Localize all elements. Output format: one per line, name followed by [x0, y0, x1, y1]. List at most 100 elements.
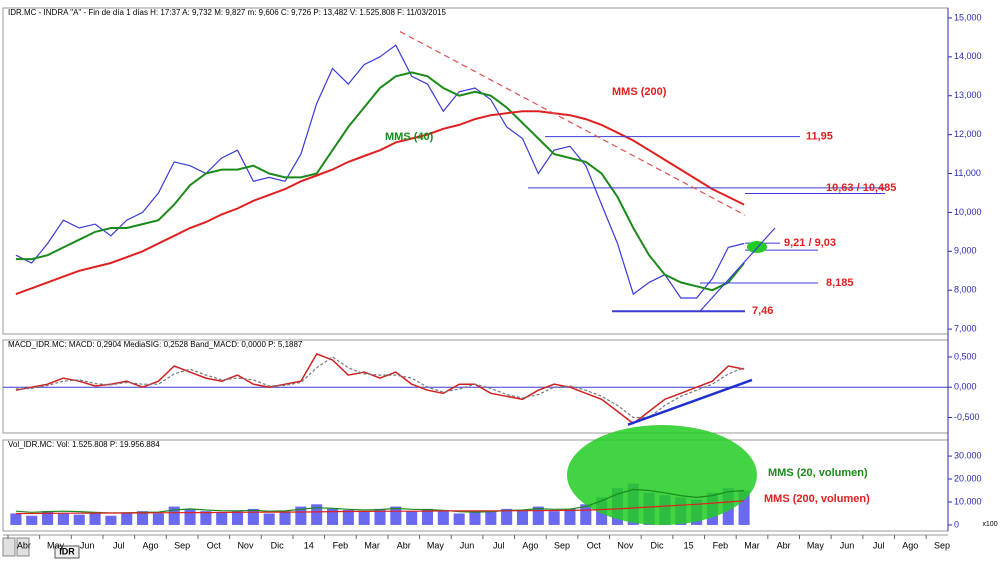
volume-bar — [421, 508, 434, 525]
x-tick-label: Jun — [80, 540, 95, 550]
y-tick-label: -0,500 — [954, 412, 980, 422]
volume-bar — [42, 511, 54, 525]
volume-bar — [564, 508, 576, 525]
volume-bar — [137, 511, 149, 525]
x-tick-label: May — [47, 540, 65, 550]
y-tick-label: 8,000 — [954, 285, 977, 295]
x-tick-label: Nov — [237, 540, 254, 550]
x-tick-label: Feb — [713, 540, 729, 550]
series-label: MMS (40) — [385, 131, 434, 143]
series-label: MMS (200) — [612, 86, 667, 98]
x-tick-label: Jun — [840, 540, 855, 550]
volume-bar — [152, 513, 164, 525]
volume-bar — [326, 508, 339, 525]
volume-bar — [342, 510, 354, 525]
x-tick-label: Dic — [651, 540, 664, 550]
volume-bar — [247, 508, 259, 525]
volume-bar — [26, 515, 38, 525]
volume-bar — [263, 513, 275, 525]
y-tick-label: 12,000 — [954, 129, 982, 139]
symbol-tab-label: IDR — [59, 546, 75, 556]
macd-header: MACD_IDR.MC: MACD: 0,2904 MediaSIG: 0,25… — [8, 340, 303, 349]
series-line — [15, 44, 745, 299]
volume-bar — [295, 506, 307, 525]
trend-line — [699, 227, 776, 312]
volume-bar — [231, 511, 244, 525]
x-tick-label: 14 — [304, 540, 314, 550]
volume-bar — [89, 513, 101, 525]
level-label: 10,63 / 10,485 — [826, 182, 896, 194]
highlight — [567, 425, 757, 525]
series-label: MMS (20, volumen) — [768, 467, 868, 479]
y-tick-label: 0 — [954, 519, 959, 529]
volume-bar — [374, 508, 386, 525]
scroll-right-button[interactable] — [16, 537, 30, 557]
volume-bar — [469, 512, 481, 525]
level-label: 8,185 — [826, 277, 854, 289]
volume-bar — [358, 511, 370, 525]
volume-bar — [406, 511, 418, 525]
volume-bar — [453, 513, 465, 525]
highlight — [747, 241, 767, 253]
volume-bar — [121, 512, 133, 525]
x-tick-label: Abr — [777, 540, 791, 550]
x-tick-label: 15 — [684, 540, 694, 550]
volume-bar — [200, 511, 212, 525]
x-tick-label: Oct — [587, 540, 602, 550]
volume-bar — [532, 506, 544, 525]
x-tick-label: Ago — [522, 540, 538, 550]
x-tick-label: Sep — [554, 540, 570, 550]
y-tick-label: 9,000 — [954, 246, 977, 256]
x-tick-label: Mar — [744, 540, 760, 550]
y-tick-label: 7,000 — [954, 323, 977, 333]
y-tick-label: 30.000 — [954, 450, 982, 460]
x-tick-label: May — [427, 540, 445, 550]
volume-bar — [57, 513, 69, 525]
volume-bar — [10, 513, 22, 525]
x-tick-label: Dic — [271, 540, 284, 550]
price-header: IDR.MC - INDRA "A" - Fin de día 1 días H… — [8, 8, 446, 17]
x-tick-label: Jul — [113, 540, 125, 550]
trend-line — [627, 378, 753, 426]
volume-scale-note: x100 — [982, 521, 997, 528]
x-tick-label: Abr — [397, 540, 411, 550]
volume-bar — [279, 511, 291, 525]
volume-bar — [501, 508, 513, 525]
volume-bar — [105, 515, 117, 525]
x-tick-label: Nov — [617, 540, 634, 550]
x-tick-label: Jul — [873, 540, 885, 550]
volume-bar — [184, 508, 196, 525]
y-tick-label: 0,000 — [954, 382, 977, 392]
x-tick-label: Jul — [493, 540, 505, 550]
volume-bar — [390, 506, 402, 525]
x-tick-label: Feb — [333, 540, 349, 550]
scroll-left-button[interactable] — [2, 537, 16, 557]
y-tick-label: 10.000 — [954, 496, 982, 506]
x-tick-label: May — [807, 540, 825, 550]
x-tick-label: Sep — [174, 540, 190, 550]
y-tick-label: 0,500 — [954, 351, 977, 361]
y-tick-label: 14,000 — [954, 51, 982, 61]
volume-bar — [168, 506, 180, 525]
series-line — [15, 71, 745, 292]
volume-bar — [437, 511, 449, 525]
series-line — [15, 110, 745, 296]
series-label: MMS (200, volumen) — [764, 493, 870, 505]
volume-bar — [311, 504, 323, 525]
x-tick-label: Oct — [207, 540, 222, 550]
y-tick-label: 15,000 — [954, 12, 982, 22]
level-label: 9,21 / 9,03 — [784, 237, 836, 249]
symbol-tab[interactable] — [54, 545, 80, 559]
x-tick-label: Jun — [460, 540, 475, 550]
x-tick-label: Abr — [17, 540, 31, 550]
volume-bar — [485, 511, 497, 525]
level-label: 11,95 — [806, 130, 833, 142]
volume-bar — [516, 510, 529, 525]
series-line — [15, 352, 745, 425]
volume-bar — [738, 490, 750, 525]
y-tick-label: 10,000 — [954, 207, 982, 217]
x-tick-label: Mar — [364, 540, 380, 550]
level-label: 7,46 — [752, 305, 773, 317]
